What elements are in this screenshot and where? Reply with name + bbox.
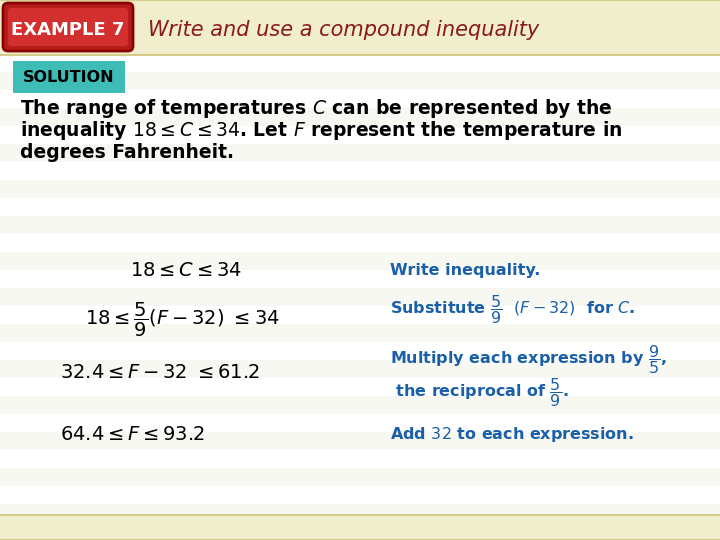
Text: $18 \leq \dfrac{5}{9}(F - 32)\ \leq 34$: $18 \leq \dfrac{5}{9}(F - 32)\ \leq 34$: [85, 301, 280, 339]
Text: Write and use a compound inequality: Write and use a compound inequality: [148, 20, 539, 40]
Text: $32.4 \leq F - 32\ \leq 61.2$: $32.4 \leq F - 32\ \leq 61.2$: [60, 363, 260, 382]
Bar: [0, 378, 720, 396]
Bar: [0, 36, 720, 54]
Bar: [0, 522, 720, 540]
FancyBboxPatch shape: [8, 8, 128, 46]
Bar: [0, 108, 720, 126]
Bar: [0, 288, 720, 306]
Bar: [0, 515, 720, 540]
Text: EXAMPLE 7: EXAMPLE 7: [12, 21, 125, 39]
Bar: [0, 468, 720, 486]
Bar: [0, 180, 720, 198]
Bar: [0, 306, 720, 324]
Text: the reciprocal of $\dfrac{5}{9}$.: the reciprocal of $\dfrac{5}{9}$.: [390, 376, 569, 409]
Bar: [0, 450, 720, 468]
Text: Write inequality.: Write inequality.: [390, 262, 541, 278]
Bar: [0, 324, 720, 342]
Bar: [0, 0, 720, 18]
Text: degrees Fahrenheit.: degrees Fahrenheit.: [20, 143, 234, 161]
Bar: [0, 396, 720, 414]
Bar: [0, 234, 720, 252]
Text: Add $32$ to each expression.: Add $32$ to each expression.: [390, 426, 634, 444]
Bar: [0, 432, 720, 450]
Bar: [0, 18, 720, 36]
Bar: [0, 54, 720, 72]
Bar: [0, 504, 720, 522]
Bar: [0, 486, 720, 504]
Bar: [0, 0, 720, 55]
Bar: [0, 342, 720, 360]
Text: The range of temperatures $C$ can be represented by the: The range of temperatures $C$ can be rep…: [20, 97, 613, 119]
FancyBboxPatch shape: [3, 3, 133, 51]
Bar: [0, 90, 720, 108]
Text: Multiply each expression by $\dfrac{9}{5}$,: Multiply each expression by $\dfrac{9}{5…: [390, 343, 667, 376]
Bar: [0, 144, 720, 162]
FancyBboxPatch shape: [13, 61, 125, 93]
Bar: [0, 126, 720, 144]
Bar: [0, 72, 720, 90]
Bar: [0, 252, 720, 270]
Text: SOLUTION: SOLUTION: [23, 71, 114, 85]
Text: $18 \leq C \leq 34$: $18 \leq C \leq 34$: [130, 260, 242, 280]
Text: inequality $18 \leq C \leq 34$. Let $F$ represent the temperature in: inequality $18 \leq C \leq 34$. Let $F$ …: [20, 118, 622, 141]
Bar: [0, 270, 720, 288]
Text: $64.4 \leq F \leq 93.2$: $64.4 \leq F \leq 93.2$: [60, 426, 204, 444]
Bar: [0, 216, 720, 234]
Bar: [0, 198, 720, 216]
Bar: [0, 162, 720, 180]
Text: Substitute $\dfrac{5}{9}$  $(F - 32)$  for $C$.: Substitute $\dfrac{5}{9}$ $(F - 32)$ for…: [390, 294, 635, 327]
Bar: [0, 414, 720, 432]
Bar: [0, 360, 720, 378]
